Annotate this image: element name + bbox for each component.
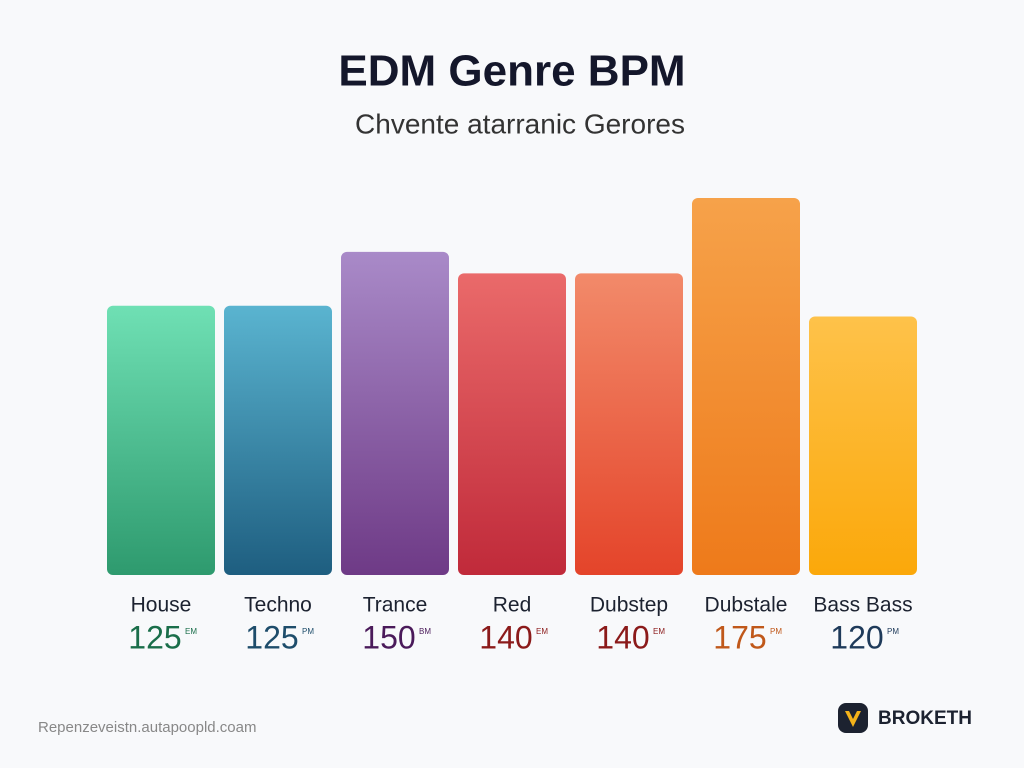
value-label: 125 — [128, 619, 181, 655]
value-suffix: PM — [887, 627, 899, 636]
value-label: 140 — [596, 619, 649, 655]
value-suffix: PM — [302, 627, 314, 636]
value-suffix: BM — [419, 627, 431, 636]
category-label: Dubstep — [590, 594, 668, 617]
category-label: Bass Bass — [813, 594, 912, 617]
value-suffix: EM — [536, 627, 548, 636]
brand-logo — [838, 703, 868, 733]
value-suffix: PM — [770, 627, 782, 636]
brand-logo-mark — [845, 711, 861, 727]
value-label: 120 — [830, 619, 883, 655]
category-label: Techno — [244, 594, 312, 617]
bar — [692, 198, 800, 575]
value-label: 140 — [479, 619, 532, 655]
chart-title: EDM Genre BPM — [338, 47, 685, 96]
value-label: 175 — [713, 619, 766, 655]
category-label: Trance — [363, 594, 428, 617]
bar — [341, 251, 449, 575]
value-suffix: EM — [653, 627, 665, 636]
category-label: Dubstale — [705, 594, 788, 617]
category-label: Red — [493, 594, 532, 617]
value-suffix: EM — [185, 627, 197, 636]
bar — [809, 316, 917, 575]
footer: Repenzeveistn.autapoopld.coam — [38, 719, 256, 736]
category-label: House — [131, 594, 192, 617]
chart-subtitle: Chvente atarranic Gerores — [355, 108, 685, 139]
bar — [224, 305, 332, 575]
bar — [575, 273, 683, 575]
brand-name: BROKETH — [878, 708, 972, 729]
value-label: 150 — [362, 619, 415, 655]
bar — [458, 273, 566, 575]
bar — [107, 305, 215, 575]
value-label: 125 — [245, 619, 298, 655]
